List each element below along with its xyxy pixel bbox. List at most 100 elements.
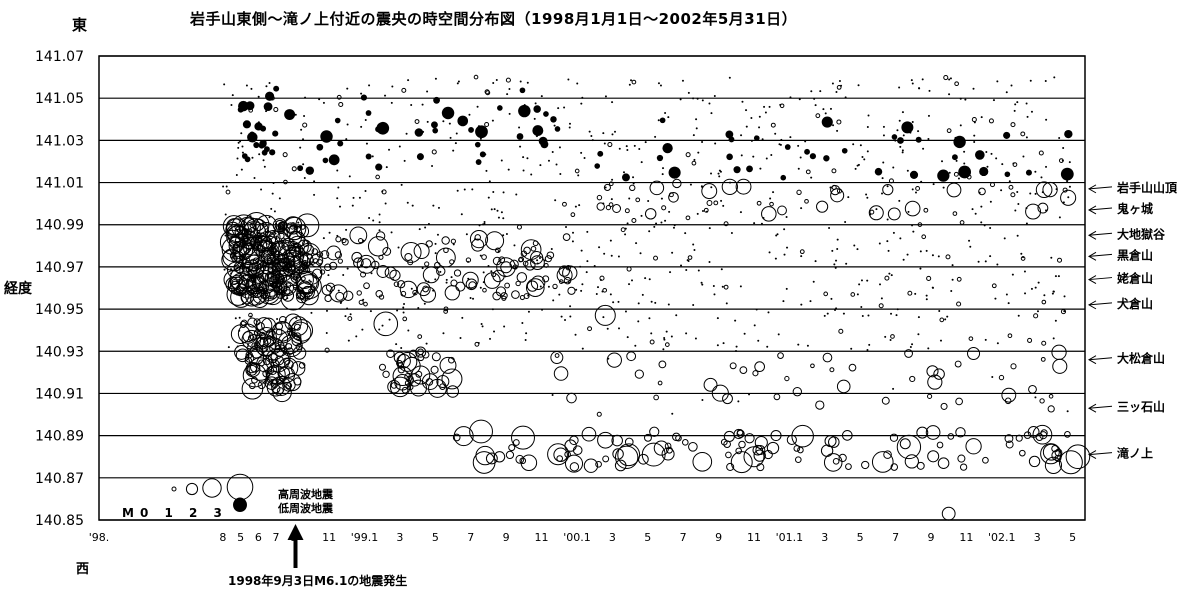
high-frequency-event	[434, 252, 437, 255]
high-frequency-event	[649, 426, 660, 437]
high-frequency-event	[393, 281, 400, 287]
high-frequency-event	[948, 171, 951, 174]
high-frequency-event	[947, 433, 955, 440]
high-frequency-event	[971, 208, 974, 211]
high-frequency-event	[799, 156, 802, 159]
high-frequency-event	[856, 248, 859, 251]
high-frequency-event	[610, 198, 613, 201]
high-frequency-event	[303, 176, 306, 179]
high-frequency-event	[352, 196, 355, 199]
high-frequency-event	[985, 151, 988, 154]
high-frequency-event	[630, 79, 633, 82]
high-frequency-event	[586, 260, 589, 263]
high-frequency-event	[287, 274, 290, 277]
high-frequency-event	[266, 272, 272, 279]
high-frequency-event	[530, 275, 546, 290]
high-frequency-event	[516, 224, 522, 230]
high-frequency-event	[933, 368, 945, 380]
high-frequency-event	[526, 280, 539, 292]
high-frequency-event	[270, 247, 273, 250]
high-frequency-event	[407, 329, 410, 332]
low-frequency-label: 低周波地震	[278, 502, 333, 515]
high-frequency-event	[288, 316, 309, 336]
high-frequency-event	[378, 294, 385, 300]
high-frequency-event	[713, 200, 719, 206]
high-frequency-event	[625, 145, 628, 148]
high-frequency-event	[225, 189, 231, 195]
high-frequency-event	[794, 456, 802, 464]
high-frequency-event	[766, 345, 769, 348]
high-frequency-event	[955, 159, 958, 162]
high-frequency-event	[310, 284, 313, 287]
low-frequency-event	[365, 110, 372, 116]
high-frequency-event	[1050, 256, 1053, 259]
high-frequency-event	[1020, 131, 1026, 137]
high-frequency-event	[719, 170, 722, 173]
high-frequency-event	[796, 189, 802, 195]
high-frequency-event	[1065, 444, 1091, 470]
high-frequency-event	[626, 266, 632, 272]
high-frequency-event	[665, 446, 673, 454]
high-frequency-event	[1057, 275, 1060, 278]
high-frequency-event	[443, 306, 449, 312]
high-frequency-event	[401, 87, 407, 93]
high-frequency-event	[261, 139, 267, 145]
high-frequency-event	[823, 314, 826, 317]
high-frequency-event	[617, 300, 620, 303]
high-frequency-event	[407, 259, 414, 266]
high-frequency-event	[479, 286, 482, 289]
high-frequency-event	[562, 201, 567, 207]
high-frequency-event	[617, 443, 641, 467]
high-frequency-event	[755, 308, 758, 311]
high-frequency-event	[450, 276, 453, 279]
high-frequency-event	[783, 253, 786, 256]
high-frequency-event	[710, 186, 713, 189]
high-frequency-event	[346, 267, 349, 270]
high-frequency-event	[341, 238, 349, 246]
high-frequency-event	[725, 302, 728, 305]
high-frequency-event	[1036, 310, 1039, 313]
high-frequency-event	[266, 274, 269, 277]
high-frequency-event	[681, 439, 689, 446]
high-frequency-event	[664, 342, 670, 347]
high-frequency-event	[1063, 295, 1066, 298]
high-frequency-event	[662, 348, 665, 351]
high-frequency-event	[644, 433, 652, 442]
high-frequency-event	[784, 375, 790, 382]
high-frequency-event	[322, 101, 325, 104]
high-frequency-event	[596, 202, 605, 211]
high-frequency-event	[578, 204, 581, 207]
high-frequency-event	[1062, 201, 1065, 204]
high-frequency-event	[231, 94, 234, 97]
place-arrowhead	[1087, 403, 1097, 413]
high-frequency-event	[861, 315, 864, 318]
high-frequency-event	[889, 339, 892, 342]
high-frequency-event	[1025, 136, 1028, 139]
high-frequency-event	[659, 84, 662, 87]
high-frequency-event	[1042, 443, 1060, 461]
high-frequency-event	[593, 265, 596, 268]
high-frequency-event	[342, 274, 345, 277]
high-frequency-event	[553, 366, 569, 381]
high-frequency-event	[954, 81, 959, 87]
high-frequency-event	[866, 349, 869, 352]
high-frequency-event	[917, 222, 923, 227]
high-frequency-event	[763, 105, 766, 108]
high-frequency-event	[706, 200, 713, 206]
high-frequency-event	[463, 188, 466, 191]
high-frequency-event	[287, 333, 290, 336]
high-frequency-event	[632, 176, 635, 179]
high-frequency-event	[713, 293, 716, 296]
low-frequency-event	[273, 85, 280, 92]
high-frequency-event	[898, 119, 901, 122]
high-frequency-event	[557, 107, 560, 110]
legend-magnitude-circle	[171, 486, 177, 492]
high-frequency-event	[455, 132, 458, 135]
high-frequency-event	[467, 277, 470, 280]
high-frequency-event	[923, 207, 929, 213]
high-frequency-event	[580, 151, 583, 154]
high-frequency-event	[308, 279, 311, 282]
high-frequency-event	[248, 312, 253, 318]
high-frequency-event	[654, 135, 657, 138]
high-frequency-event	[753, 324, 756, 327]
